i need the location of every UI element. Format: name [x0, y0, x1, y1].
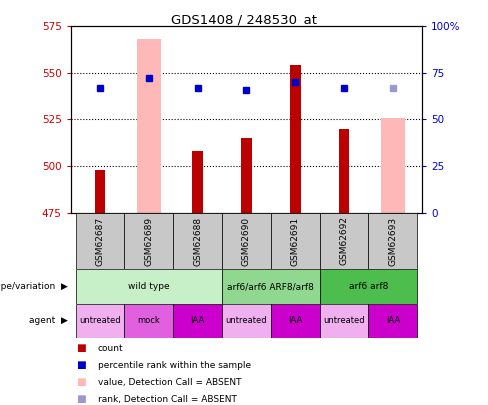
- Bar: [320, 213, 368, 269]
- Text: ■: ■: [76, 394, 85, 404]
- Text: value, Detection Call = ABSENT: value, Detection Call = ABSENT: [98, 378, 241, 387]
- Bar: [320, 304, 368, 338]
- Text: ■: ■: [76, 377, 85, 387]
- Bar: [76, 269, 222, 304]
- Bar: [339, 129, 349, 213]
- Bar: [137, 39, 161, 213]
- Bar: [124, 213, 173, 269]
- Text: GSM62693: GSM62693: [388, 216, 397, 266]
- Bar: [290, 66, 301, 213]
- Text: percentile rank within the sample: percentile rank within the sample: [98, 361, 251, 370]
- Text: GSM62692: GSM62692: [340, 217, 348, 265]
- Bar: [222, 304, 271, 338]
- Text: rank, Detection Call = ABSENT: rank, Detection Call = ABSENT: [98, 395, 237, 404]
- Bar: [76, 304, 124, 338]
- Text: GSM62690: GSM62690: [242, 216, 251, 266]
- Text: GSM62691: GSM62691: [291, 216, 300, 266]
- Text: IAA: IAA: [386, 316, 400, 326]
- Bar: [271, 304, 320, 338]
- Bar: [76, 213, 124, 269]
- Text: arf6 arf8: arf6 arf8: [349, 282, 388, 291]
- Text: untreated: untreated: [79, 316, 121, 326]
- Bar: [173, 213, 222, 269]
- Bar: [173, 304, 222, 338]
- Text: GSM62689: GSM62689: [144, 216, 153, 266]
- Text: IAA: IAA: [288, 316, 303, 326]
- Text: genotype/variation  ▶: genotype/variation ▶: [0, 282, 68, 291]
- Bar: [368, 304, 417, 338]
- Bar: [124, 304, 173, 338]
- Text: GSM62687: GSM62687: [96, 216, 104, 266]
- Text: mock: mock: [138, 316, 160, 326]
- Bar: [271, 213, 320, 269]
- Text: ■: ■: [76, 343, 85, 353]
- Text: GSM62688: GSM62688: [193, 216, 202, 266]
- Text: untreated: untreated: [225, 316, 267, 326]
- Text: GDS1408 / 248530_at: GDS1408 / 248530_at: [171, 13, 317, 26]
- Bar: [381, 117, 405, 213]
- Text: arf6/arf6 ARF8/arf8: arf6/arf6 ARF8/arf8: [227, 282, 314, 291]
- Bar: [192, 151, 203, 213]
- Text: untreated: untreated: [323, 316, 365, 326]
- Text: IAA: IAA: [190, 316, 205, 326]
- Bar: [241, 138, 252, 213]
- Bar: [320, 269, 417, 304]
- Bar: [368, 213, 417, 269]
- Text: wild type: wild type: [128, 282, 170, 291]
- Bar: [222, 213, 271, 269]
- Text: count: count: [98, 344, 123, 353]
- Text: agent  ▶: agent ▶: [29, 316, 68, 326]
- Bar: [95, 170, 105, 213]
- Bar: [222, 269, 320, 304]
- Text: ■: ■: [76, 360, 85, 370]
